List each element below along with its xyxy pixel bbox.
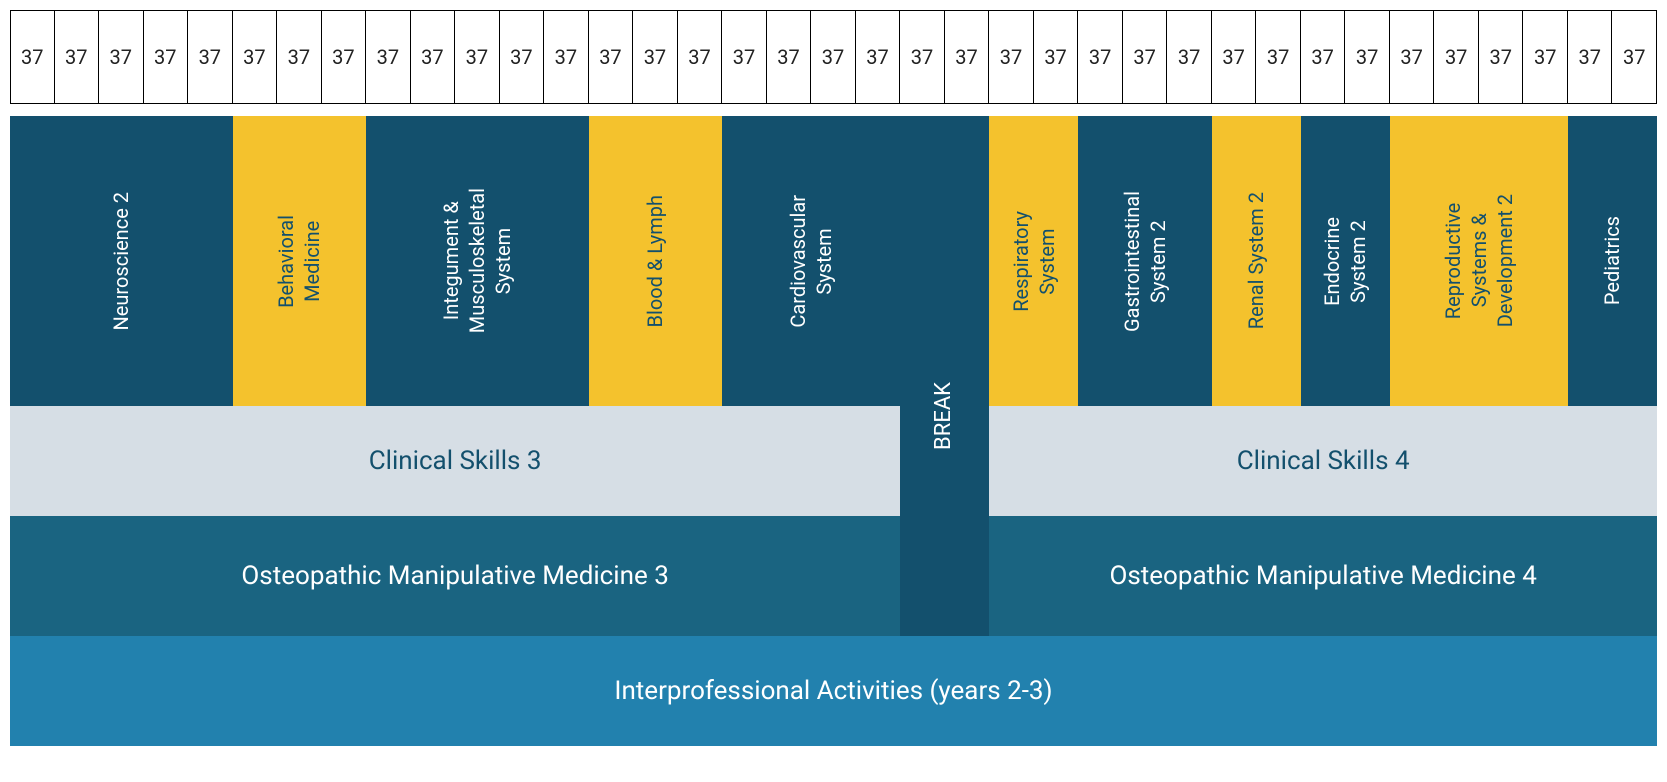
week-number: 37 [1568, 10, 1613, 104]
omm-block: Osteopathic Manipulative Medicine 3 [10, 516, 900, 636]
week-number: 37 [500, 10, 545, 104]
week-number: 37 [589, 10, 634, 104]
system-block: Integument & Musculoskeletal System [366, 116, 589, 406]
week-number: 37 [722, 10, 767, 104]
week-number: 37 [233, 10, 278, 104]
week-number: 37 [678, 10, 723, 104]
week-number: 37 [99, 10, 144, 104]
system-label: Endocrine System 2 [1319, 217, 1371, 306]
system-block: Neuroscience 2 [10, 116, 233, 406]
week-number: 37 [1256, 10, 1301, 104]
clinical-label: Clinical Skills 3 [369, 446, 542, 476]
omm-label: Osteopathic Manipulative Medicine 3 [241, 561, 668, 591]
system-label: Cardiovascular System [785, 195, 837, 328]
week-number: 37 [366, 10, 411, 104]
week-number: 37 [1078, 10, 1123, 104]
break-label: BREAK [930, 382, 959, 450]
week-number: 37 [322, 10, 367, 104]
system-label: Behavioral Medicine [273, 215, 325, 308]
week-number: 37 [767, 10, 812, 104]
system-block: Pediatrics [1568, 116, 1657, 406]
week-number: 37 [856, 10, 901, 104]
week-number: 37 [544, 10, 589, 104]
system-label: Integument & Musculoskeletal System [438, 188, 516, 333]
system-block: Respiratory System [989, 116, 1078, 406]
week-number: 37 [1167, 10, 1212, 104]
week-number: 37 [144, 10, 189, 104]
week-number: 37 [1390, 10, 1435, 104]
system-block: Renal System 2 [1212, 116, 1301, 406]
curriculum-timeline: 3737373737373737373737373737373737373737… [10, 10, 1657, 746]
system-block: Behavioral Medicine [233, 116, 367, 406]
week-number: 37 [10, 10, 55, 104]
system-block: Gastrointestinal System 2 [1078, 116, 1212, 406]
week-number: 37 [1479, 10, 1524, 104]
week-number: 37 [411, 10, 456, 104]
week-number: 37 [55, 10, 100, 104]
clinical-block: Clinical Skills 3 [10, 406, 900, 516]
system-block: Cardiovascular System [722, 116, 900, 406]
week-number: 37 [1345, 10, 1390, 104]
system-label: Respiratory System [1008, 211, 1060, 312]
week-number: 37 [188, 10, 233, 104]
week-number: 37 [455, 10, 500, 104]
interprofessional-label: Interprofessional Activities (years 2-3) [614, 676, 1052, 706]
system-label: Pediatrics [1599, 216, 1625, 305]
system-label: Neuroscience 2 [108, 192, 134, 330]
week-number: 37 [989, 10, 1034, 104]
system-label: Gastrointestinal System 2 [1119, 191, 1171, 332]
week-number: 37 [277, 10, 322, 104]
week-number: 37 [1301, 10, 1346, 104]
system-block: Endocrine System 2 [1301, 116, 1390, 406]
interprofessional-block: Interprofessional Activities (years 2-3) [10, 636, 1657, 746]
gap-row [10, 104, 1657, 116]
break-block: BREAK [900, 116, 989, 636]
week-number: 37 [1034, 10, 1079, 104]
clinical-label: Clinical Skills 4 [1237, 446, 1410, 476]
system-block: Blood & Lymph [589, 116, 723, 406]
system-label: Renal System 2 [1243, 192, 1269, 329]
week-number: 37 [1523, 10, 1568, 104]
omm-label: Osteopathic Manipulative Medicine 4 [1109, 561, 1536, 591]
week-number: 37 [633, 10, 678, 104]
clinical-block: Clinical Skills 4 [989, 406, 1657, 516]
week-number: 37 [1123, 10, 1168, 104]
week-number: 37 [900, 10, 945, 104]
week-number: 37 [945, 10, 990, 104]
week-number: 37 [1612, 10, 1657, 104]
week-number: 37 [1434, 10, 1479, 104]
system-label: Reproductive Systems & Development 2 [1440, 194, 1518, 327]
system-label: Blood & Lymph [642, 195, 668, 328]
week-number: 37 [811, 10, 856, 104]
omm-block: Osteopathic Manipulative Medicine 4 [989, 516, 1657, 636]
week-number: 37 [1212, 10, 1257, 104]
system-block: Reproductive Systems & Development 2 [1390, 116, 1568, 406]
